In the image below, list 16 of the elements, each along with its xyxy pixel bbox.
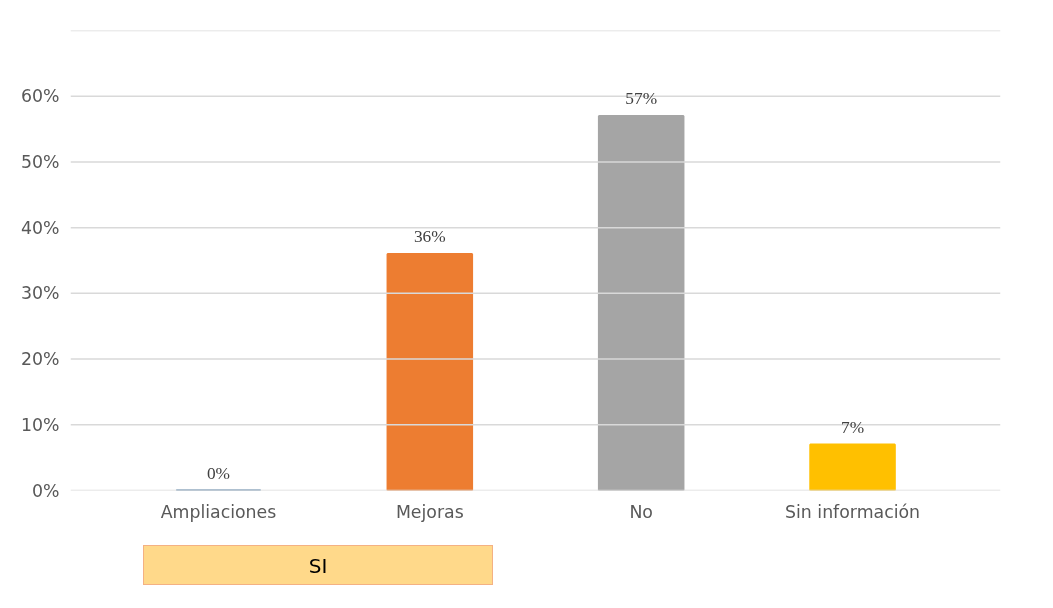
x-tick-label: No xyxy=(629,501,653,522)
y-tick-label: 40% xyxy=(20,217,60,238)
data-label: 57% xyxy=(625,88,658,108)
x-tick-label: Sin información xyxy=(785,501,921,522)
x-tick-label: Mejoras xyxy=(395,501,464,522)
y-tick-label: 20% xyxy=(20,349,60,370)
y-tick-label: 30% xyxy=(20,283,60,304)
text: SI xyxy=(308,553,328,580)
y-tick-label: 50% xyxy=(20,151,60,172)
data-label: 0% xyxy=(206,463,231,483)
data-label: 7% xyxy=(841,417,865,437)
y-tick-label: 0% xyxy=(32,480,60,501)
data-label: 36% xyxy=(413,226,446,246)
x-tick-label: Ampliaciones xyxy=(160,501,277,522)
y-tick-label: 60% xyxy=(20,86,60,107)
y-tick-label: 10% xyxy=(20,414,60,435)
